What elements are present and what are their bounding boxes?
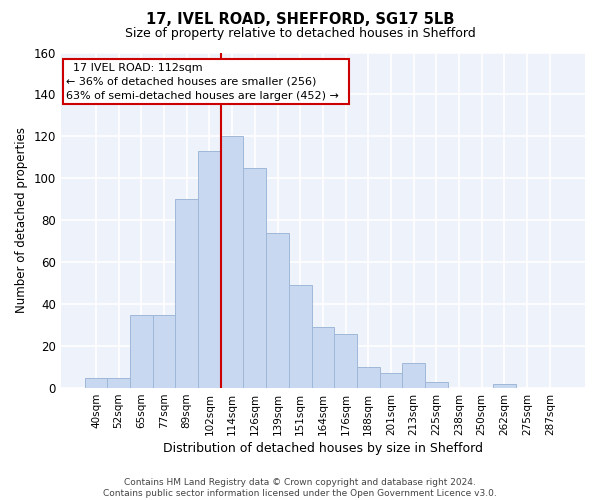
Text: Size of property relative to detached houses in Shefford: Size of property relative to detached ho…	[125, 28, 475, 40]
Bar	[403, 363, 425, 388]
Bar	[244, 168, 266, 388]
Bar	[334, 334, 357, 388]
Text: Contains HM Land Registry data © Crown copyright and database right 2024.
Contai: Contains HM Land Registry data © Crown c…	[103, 478, 497, 498]
X-axis label: Distribution of detached houses by size in Shefford: Distribution of detached houses by size …	[163, 442, 483, 455]
Bar	[107, 378, 130, 388]
Bar	[380, 374, 403, 388]
Bar	[266, 233, 289, 388]
Bar	[85, 378, 107, 388]
Bar	[152, 314, 175, 388]
Y-axis label: Number of detached properties: Number of detached properties	[15, 128, 28, 314]
Bar	[493, 384, 516, 388]
Bar	[357, 367, 380, 388]
Bar	[425, 382, 448, 388]
Bar	[175, 200, 198, 388]
Text: 17, IVEL ROAD, SHEFFORD, SG17 5LB: 17, IVEL ROAD, SHEFFORD, SG17 5LB	[146, 12, 454, 28]
Bar	[289, 286, 311, 388]
Text: 17 IVEL ROAD: 112sqm
← 36% of detached houses are smaller (256)
63% of semi-deta: 17 IVEL ROAD: 112sqm ← 36% of detached h…	[66, 62, 346, 100]
Bar	[221, 136, 244, 388]
Bar	[130, 314, 152, 388]
Bar	[311, 327, 334, 388]
Bar	[198, 151, 221, 388]
